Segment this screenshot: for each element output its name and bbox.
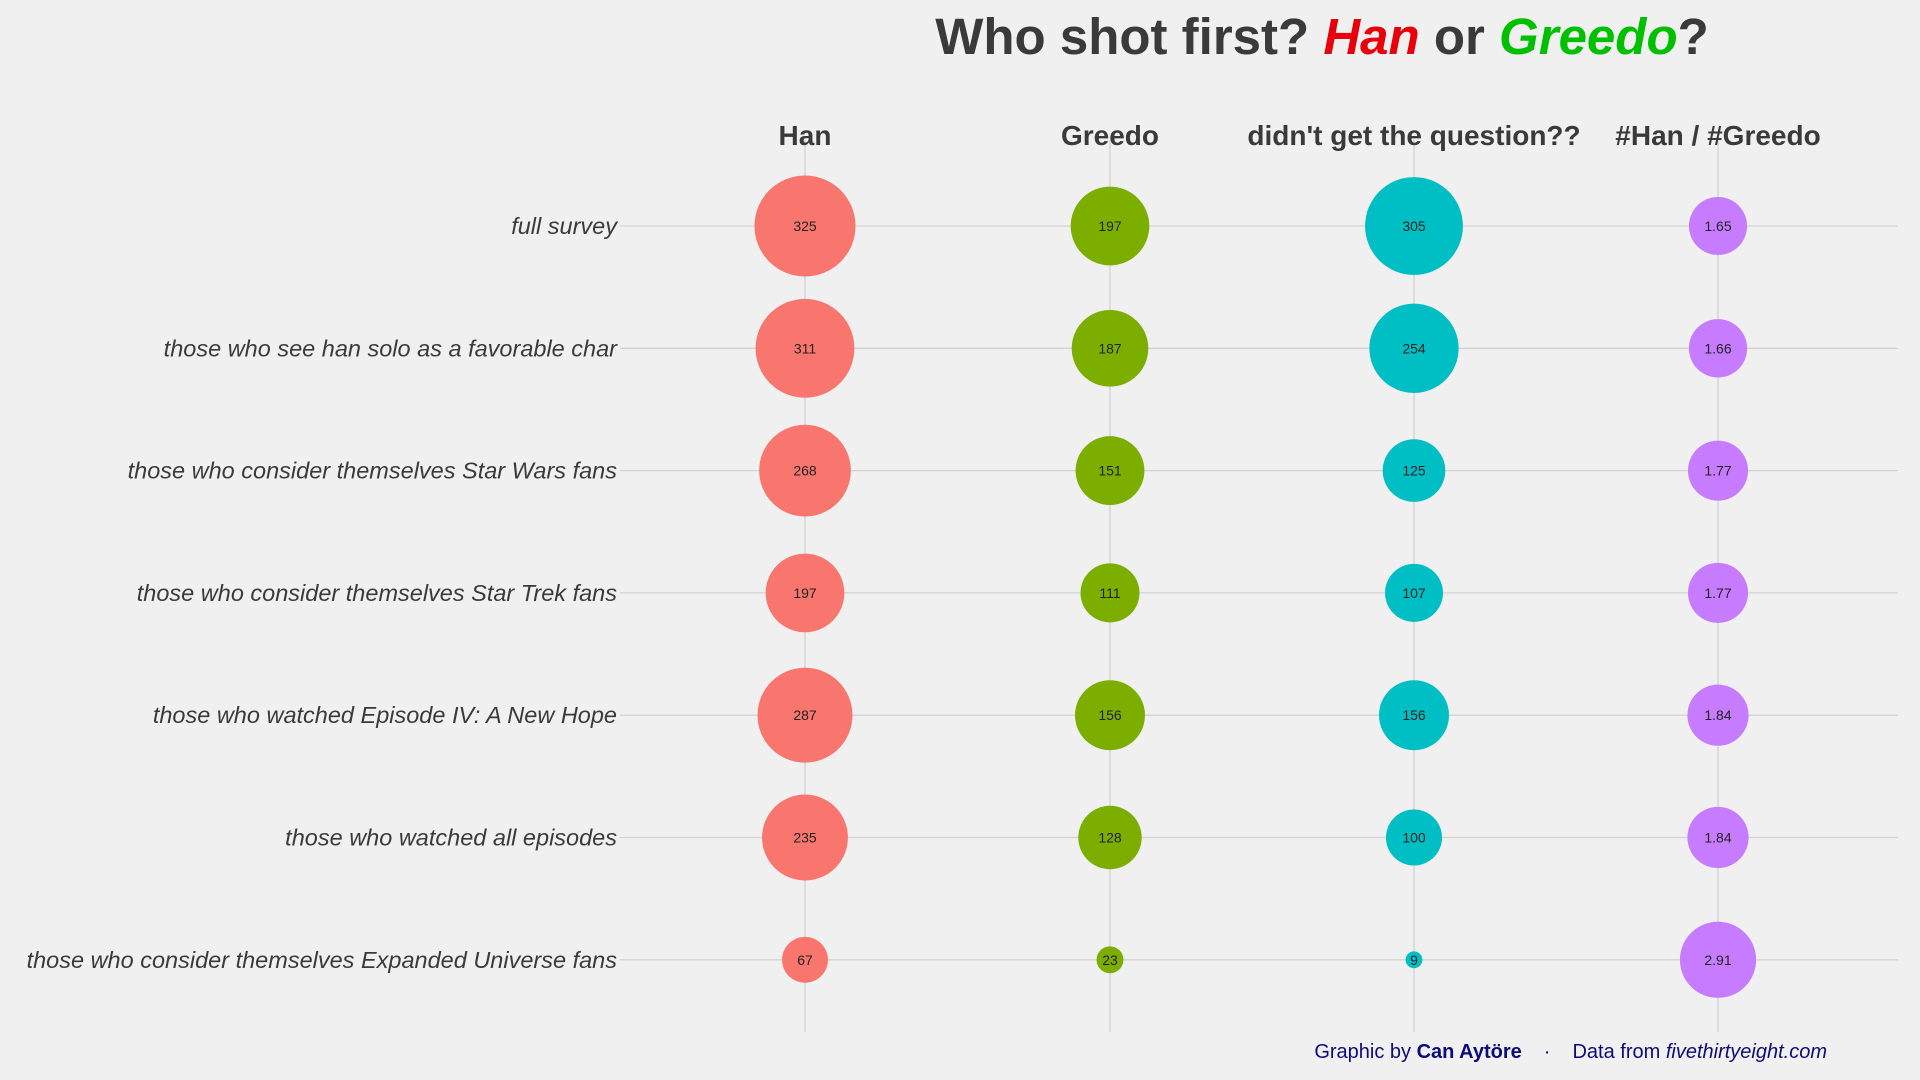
bubble-value-label: 197 — [1098, 218, 1122, 234]
bubble-greedo — [1080, 563, 1140, 623]
bubble-han — [755, 298, 855, 398]
caption-data-prefix: Data from — [1572, 1041, 1665, 1063]
chart-title: Who shot first? Han or Greedo? — [935, 8, 1709, 65]
column-header-han: Han — [779, 120, 832, 151]
bubble-didn-t-get-the-question — [1382, 439, 1446, 502]
bubble-didn-t-get-the-question — [1385, 563, 1443, 622]
bubbles: 325 311 268 197 287 235 67 197 187 151 111 156 128 23… — [754, 175, 1757, 998]
bubble-greedo — [1075, 680, 1145, 751]
bubble-value-label: 311 — [794, 340, 817, 356]
row-label: those who see han solo as a favorable ch… — [164, 335, 618, 361]
bubble-value-label: 151 — [1098, 463, 1122, 479]
title-part-1: Who shot first? — [935, 8, 1323, 65]
row-label: full survey — [511, 213, 618, 239]
bubble-value-label: 156 — [1098, 707, 1122, 723]
bubble-han-greedo — [1688, 319, 1748, 378]
bubble-value-label: 1.77 — [1704, 463, 1731, 479]
bubble-value-label: 254 — [1402, 340, 1426, 356]
caption-separator: · — [1544, 1041, 1551, 1063]
bubble-didn-t-get-the-question — [1369, 303, 1459, 393]
bubble-greedo — [1075, 436, 1145, 506]
bubble-didn-t-get-the-question — [1385, 809, 1443, 866]
bubble-value-label: 156 — [1402, 707, 1426, 723]
bubble-value-label: 107 — [1402, 585, 1426, 601]
bubble-han — [782, 936, 828, 983]
column-header-greedo: Greedo — [1061, 120, 1159, 151]
bubble-han-greedo — [1687, 684, 1749, 746]
column-header-han-greedo: #Han / #Greedo — [1615, 120, 1820, 151]
bubble-greedo — [1070, 186, 1150, 266]
bubble-value-label: 67 — [797, 952, 813, 968]
bubble-value-label: 1.84 — [1704, 707, 1731, 723]
title-part-3: ? — [1678, 8, 1709, 65]
bubble-han-greedo — [1688, 196, 1748, 256]
row-labels: full survey those who see han solo as a f… — [27, 213, 619, 973]
bubble-value-label: 287 — [793, 707, 817, 723]
bubble-han — [759, 424, 851, 517]
bubble-han — [754, 175, 856, 277]
bubble-didn-t-get-the-question — [1405, 951, 1423, 969]
caption-author: Can Aytöre — [1417, 1041, 1522, 1063]
bubble-han — [765, 553, 845, 633]
caption: Graphic by Can Aytöre · Data from fivethir… — [1314, 1041, 1827, 1063]
row-label: those who watched all episodes — [285, 825, 617, 851]
bubble-value-label: 1.66 — [1704, 340, 1731, 356]
bubble-value-label: 305 — [1402, 218, 1426, 234]
row-label: those who watched Episode IV: A New Hope — [153, 702, 617, 728]
bubble-value-label: 197 — [793, 585, 817, 601]
bubble-han-greedo — [1687, 440, 1749, 501]
bubble-han — [757, 667, 853, 763]
title-han: Han — [1323, 8, 1419, 65]
bubble-value-label: 1.65 — [1704, 218, 1731, 234]
bubble-han — [762, 794, 848, 881]
title-part-2: or — [1420, 8, 1499, 65]
bubble-han-greedo — [1679, 921, 1757, 998]
bubble-value-label: 1.84 — [1704, 830, 1731, 846]
bubble-value-label: 1.77 — [1704, 585, 1731, 601]
bubble-han-greedo — [1687, 806, 1749, 869]
bubble-value-label: 187 — [1098, 340, 1122, 356]
bubble-value-label: 100 — [1402, 830, 1426, 846]
bubble-greedo — [1078, 805, 1142, 870]
bubble-value-label: 128 — [1098, 830, 1122, 846]
bubble-value-label: 325 — [793, 218, 817, 234]
bubble-didn-t-get-the-question — [1365, 177, 1463, 275]
bubble-value-label: 235 — [793, 830, 817, 846]
row-label: those who consider themselves Star Wars … — [128, 458, 618, 484]
bubble-value-label: 2.91 — [1704, 952, 1731, 968]
bubble-value-label: 23 — [1102, 952, 1118, 968]
column-header-didn-t-get-the-question: didn't get the question?? — [1247, 120, 1580, 151]
row-label: those who consider themselves Expanded U… — [27, 947, 618, 973]
bubble-han-greedo — [1687, 562, 1749, 623]
bubble-greedo — [1096, 946, 1124, 974]
bubble-value-label: 268 — [793, 463, 817, 479]
bubble-greedo — [1071, 309, 1149, 387]
caption-source: fivethirtyeight.com — [1666, 1041, 1827, 1063]
column-headers: Han Greedo didn't get the question?? #Han /… — [779, 120, 1821, 151]
title-greedo: Greedo — [1499, 8, 1678, 65]
bubble-value-label: 111 — [1099, 585, 1120, 601]
bubble-value-label: 125 — [1402, 463, 1426, 479]
bubble-value-label: 9 — [1410, 952, 1418, 968]
bubble-didn-t-get-the-question — [1379, 680, 1449, 751]
caption-prefix: Graphic by — [1314, 1041, 1416, 1063]
row-label: those who consider themselves Star Trek … — [137, 580, 617, 606]
